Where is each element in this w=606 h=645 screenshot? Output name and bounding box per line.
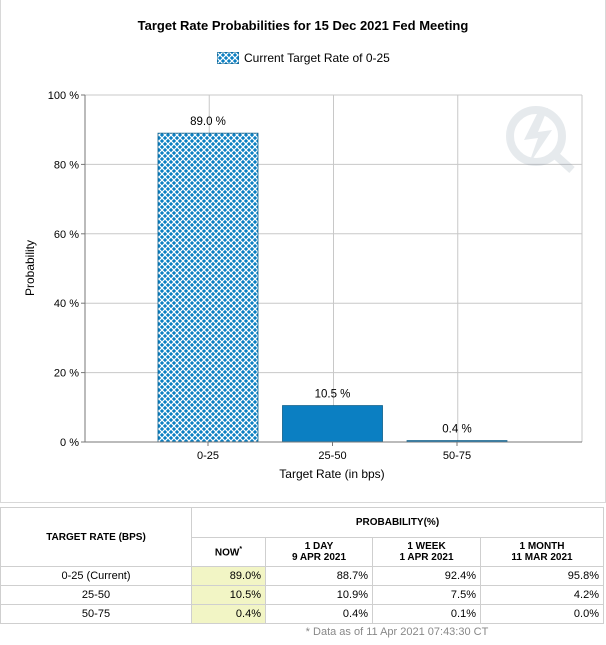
bar-0-25 [157,132,259,443]
col-1day-header: 1 DAY 9 APR 2021 [265,537,373,567]
value-labels: 89.0 % 10.5 % 0.4 % [190,116,472,435]
bar-value-label: 0.4 % [442,424,471,436]
legend-label: Current Target Rate of 0-25 [244,51,390,65]
y-tick-label: 0 % [60,437,79,449]
bar-25-50 [282,405,383,443]
bars [157,132,508,443]
value-cell: 0.1% [372,604,481,624]
rate-cell: 50-75 [0,604,192,624]
col-1week-header: 1 WEEK 1 APR 2021 [372,537,481,567]
bar-value-label: 89.0 % [190,116,226,128]
value-cell: 92.4% [372,566,481,586]
value-cell: 7.5% [372,585,481,605]
rate-cell: 25-50 [0,585,192,605]
watermark-logo-icon [506,106,575,173]
x-tick-label: 50-75 [443,450,471,462]
x-axis-title: Target Rate (in bps) [279,467,384,481]
x-tick-label: 25-50 [318,450,346,462]
table-row: 0-25 (Current) 89.0% 88.7% 92.4% 95.8% [0,566,604,586]
value-cell: 88.7% [265,566,373,586]
header-probability: PROBABILITY(%) [191,507,604,538]
col-now-header: NOW* [191,537,266,567]
y-tick-label: 60 % [54,229,79,241]
chart-legend[interactable]: Current Target Rate of 0-25 [217,51,390,65]
now-cell: 10.5% [191,585,266,605]
table-row: 25-50 10.5% 10.9% 7.5% 4.2% [0,585,604,605]
y-tick-label: 20 % [54,368,79,380]
y-axis-title: Probability [23,240,37,296]
y-tick-label: 40 % [54,298,79,310]
axes: 0 % 20 % 40 % 60 % 80 % 100 % 0-25 25-50 50-75 [48,90,582,462]
value-cell: 10.9% [265,585,373,605]
col-1month-header: 1 MONTH 11 MAR 2021 [480,537,604,567]
table-row: 50-75 0.4% 0.4% 0.1% 0.0% [0,604,604,624]
now-cell: 0.4% [191,604,266,624]
header-target-rate: TARGET RATE (BPS) [0,507,192,567]
probability-table: TARGET RATE (BPS) PROBABILITY(%) NOW* 1 … [0,507,604,624]
now-cell: 89.0% [191,566,266,586]
value-cell: 4.2% [480,585,604,605]
value-cell: 0.4% [265,604,373,624]
x-tick-label: 0-25 [197,450,219,462]
value-cell: 95.8% [480,566,604,586]
legend-swatch-hatched [217,52,239,64]
rate-cell: 0-25 (Current) [0,566,192,586]
data-timestamp-note: * Data as of 11 Apr 2021 07:43:30 CT [305,626,489,638]
bar-value-label: 10.5 % [315,389,351,401]
y-tick-label: 80 % [54,159,79,171]
y-tick-label: 100 % [48,90,79,102]
chart-title: Target Rate Probabilities for 15 Dec 202… [137,18,469,33]
bar-chart: 89.0 % 10.5 % 0.4 % 0 % 20 % 40 % 60 % 80 % 100… [23,90,583,481]
value-cell: 0.0% [480,604,604,624]
